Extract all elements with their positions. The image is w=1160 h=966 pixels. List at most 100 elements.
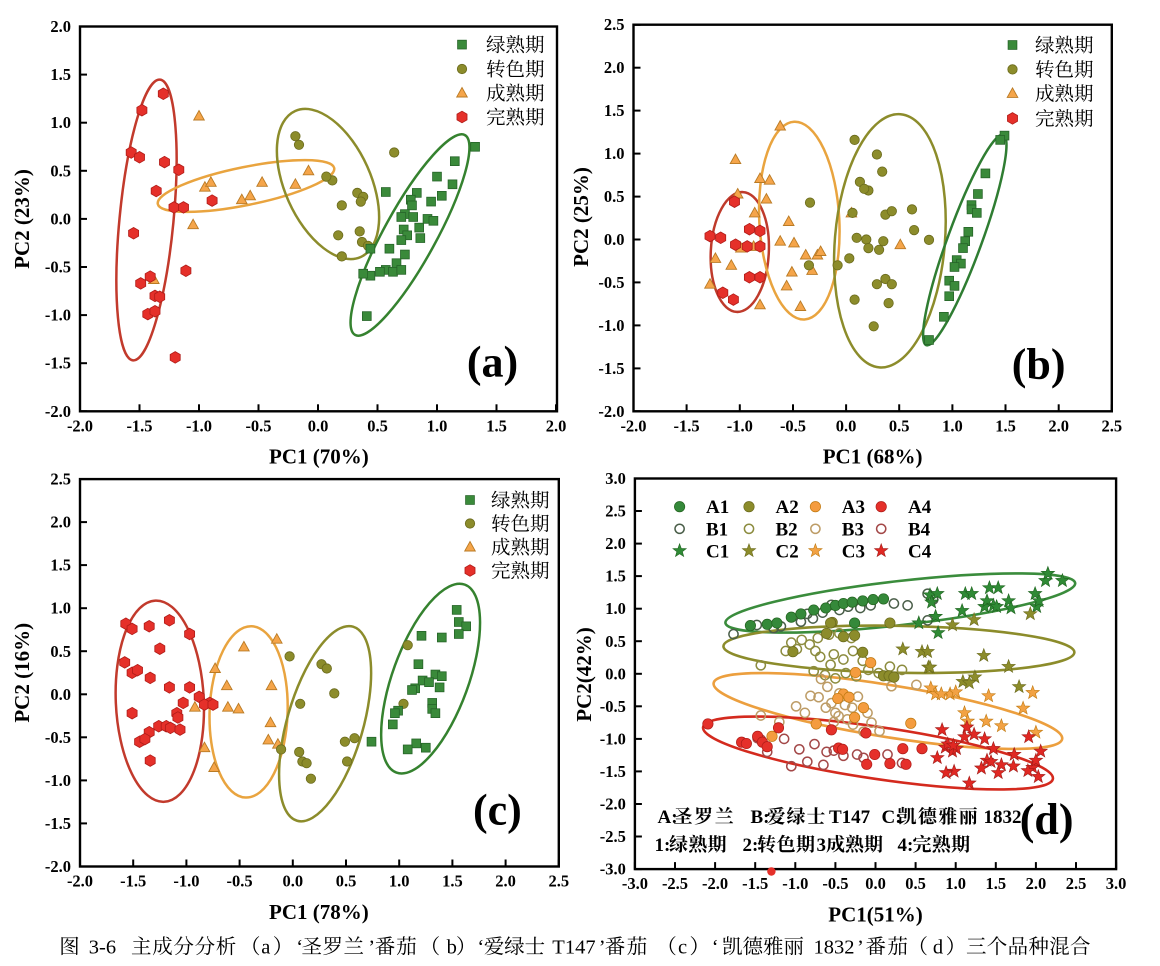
svg-text:0.0: 0.0 (865, 874, 886, 893)
svg-text:‘: ‘ (477, 937, 484, 959)
svg-text:PC1 (78%): PC1 (78%) (269, 900, 369, 924)
svg-text:1.5: 1.5 (605, 567, 626, 586)
svg-text:1.0: 1.0 (604, 144, 625, 163)
svg-text:-1.0: -1.0 (727, 416, 753, 435)
svg-text:0.5: 0.5 (336, 872, 357, 891)
svg-text:-2.0: -2.0 (67, 872, 93, 891)
svg-text:-1.0: -1.0 (598, 316, 624, 335)
svg-text:C2: C2 (776, 541, 799, 562)
svg-text:’: ’ (368, 937, 375, 959)
svg-text:-1.0: -1.0 (186, 416, 212, 435)
svg-text:0.5: 0.5 (50, 642, 71, 661)
svg-text:0.0: 0.0 (308, 416, 329, 435)
svg-text:1.0: 1.0 (389, 872, 410, 891)
svg-text:-0.5: -0.5 (600, 697, 626, 716)
svg-text:-1.5: -1.5 (598, 359, 624, 378)
svg-text:-0.5: -0.5 (245, 416, 271, 435)
svg-text:PC1 (70%): PC1 (70%) (269, 444, 369, 468)
svg-text:0.0: 0.0 (50, 209, 71, 228)
svg-text:(d): (d) (1020, 795, 1074, 844)
svg-text:-1.5: -1.5 (45, 354, 71, 373)
svg-text:-0.5: -0.5 (45, 728, 71, 747)
svg-text:d: d (933, 937, 943, 959)
svg-text:(b): (b) (1012, 340, 1066, 389)
svg-text:2.0: 2.0 (1026, 874, 1047, 893)
svg-text:0.0: 0.0 (836, 416, 857, 435)
svg-text:C3: C3 (842, 541, 865, 562)
svg-text:1.5: 1.5 (50, 556, 71, 575)
svg-text:1832: 1832 (814, 937, 855, 959)
svg-text:’: ’ (857, 937, 864, 959)
svg-text:1.5: 1.5 (486, 416, 507, 435)
svg-text:PC1(51%): PC1(51%) (828, 902, 922, 926)
svg-text:a: a (261, 937, 270, 959)
svg-text:3.0: 3.0 (605, 469, 626, 488)
svg-text:1.0: 1.0 (605, 599, 626, 618)
svg-text:B2: B2 (776, 519, 798, 540)
svg-text:T147: T147 (829, 807, 871, 828)
svg-text:2.5: 2.5 (1101, 416, 1122, 435)
svg-text:C:: C: (882, 807, 902, 828)
svg-text:0.0: 0.0 (605, 664, 626, 683)
svg-text:2.5: 2.5 (50, 470, 71, 489)
svg-text:2.5: 2.5 (605, 502, 626, 521)
svg-text:-2.0: -2.0 (67, 416, 93, 435)
svg-text:0.0: 0.0 (50, 685, 71, 704)
svg-text:-3.0: -3.0 (600, 860, 626, 879)
svg-text:2.5: 2.5 (1066, 874, 1087, 893)
svg-text:-1.5: -1.5 (742, 874, 768, 893)
svg-text:-1.5: -1.5 (45, 814, 71, 833)
svg-text:3.0: 3.0 (1106, 874, 1127, 893)
svg-text:A3: A3 (842, 497, 865, 518)
svg-text:C4: C4 (908, 541, 932, 562)
svg-text:4:: 4: (898, 835, 914, 856)
svg-text:1.0: 1.0 (945, 874, 966, 893)
svg-text:B1: B1 (706, 519, 728, 540)
svg-text:2.0: 2.0 (50, 513, 71, 532)
svg-text:3-6: 3-6 (89, 937, 116, 959)
svg-text:2.0: 2.0 (604, 58, 625, 77)
svg-text:-0.5: -0.5 (45, 258, 71, 277)
svg-text:T147: T147 (552, 937, 595, 959)
svg-text:1.0: 1.0 (427, 416, 448, 435)
svg-text:B4: B4 (908, 519, 931, 540)
svg-text:B:: B: (751, 807, 770, 828)
svg-text:-2.5: -2.5 (600, 827, 626, 846)
svg-text:-1.5: -1.5 (600, 762, 626, 781)
svg-text:‘: ‘ (712, 937, 719, 959)
svg-text:2.5: 2.5 (604, 15, 625, 34)
svg-text:1.5: 1.5 (604, 101, 625, 120)
svg-text:PC2 (25%): PC2 (25%) (569, 167, 593, 267)
svg-text:1832: 1832 (984, 807, 1022, 828)
svg-text:c: c (678, 937, 687, 959)
svg-text:-0.5: -0.5 (822, 874, 848, 893)
svg-text:-1.5: -1.5 (126, 416, 152, 435)
svg-text:0.0: 0.0 (604, 230, 625, 249)
svg-text:-1.0: -1.0 (173, 872, 199, 891)
svg-text:A4: A4 (908, 497, 932, 518)
svg-text:b: b (447, 937, 457, 959)
svg-text:-2.0: -2.0 (702, 874, 728, 893)
svg-text:2:: 2: (743, 835, 759, 856)
svg-text:-1.5: -1.5 (120, 872, 146, 891)
svg-text:1.5: 1.5 (985, 874, 1006, 893)
svg-text:2.0: 2.0 (495, 872, 516, 891)
svg-text:-0.5: -0.5 (598, 273, 624, 292)
svg-text:-2.0: -2.0 (45, 402, 71, 421)
svg-text:1.0: 1.0 (50, 113, 71, 132)
svg-text:-3.0: -3.0 (622, 874, 648, 893)
svg-text:2.0: 2.0 (605, 534, 626, 553)
svg-text:1.0: 1.0 (942, 416, 963, 435)
svg-text:PC2 (16%): PC2 (16%) (10, 623, 34, 723)
svg-text:2.5: 2.5 (548, 872, 569, 891)
svg-text:0.0: 0.0 (282, 872, 303, 891)
svg-text:0.5: 0.5 (605, 632, 626, 651)
svg-text:PC2 (23%): PC2 (23%) (10, 169, 34, 269)
svg-text:-0.5: -0.5 (780, 416, 806, 435)
svg-text:A:: A: (658, 807, 678, 828)
svg-text:2.0: 2.0 (50, 17, 71, 36)
svg-text:‘: ‘ (296, 937, 303, 959)
svg-text:-2.5: -2.5 (662, 874, 688, 893)
svg-text:0.5: 0.5 (889, 416, 910, 435)
svg-text:(a): (a) (467, 337, 518, 386)
